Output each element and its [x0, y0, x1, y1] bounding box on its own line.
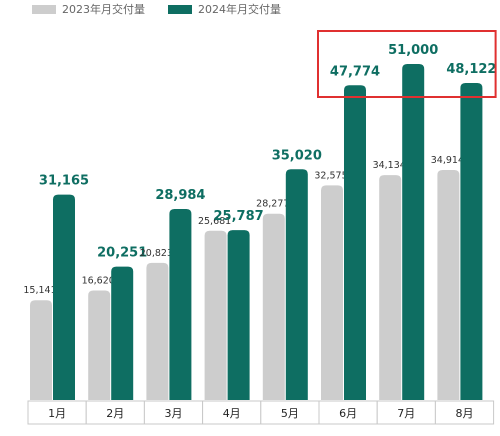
value-label-2024-4: 25,787 — [214, 209, 264, 224]
category-cell-8 — [434, 400, 495, 425]
x-axis: 1月 2月 3月 4月 5月 6月 7月 8月 — [27, 400, 495, 425]
value-label-2024-8: 48,122 — [446, 62, 496, 77]
chart-legend: 2023年月交付量 2024年月交付量 — [32, 2, 281, 16]
category-label-2: 2月 — [106, 407, 124, 420]
highlight-group — [317, 30, 497, 98]
value-label-2024-1: 31,165 — [39, 174, 89, 189]
category-label-6: 6月 — [339, 407, 357, 420]
bar-2024-6 — [344, 85, 366, 400]
highlight-box — [317, 30, 497, 98]
bar-2023-4 — [204, 230, 227, 400]
category-label-7: 7月 — [397, 407, 415, 420]
bar-2024-1 — [53, 194, 75, 400]
legend-label-1: 2023年月交付量 — [62, 2, 145, 16]
value-label-2023-8: 34,914 — [431, 155, 464, 166]
bar-2023-8 — [437, 169, 460, 400]
category-label-1: 1月 — [48, 407, 66, 420]
value-label-2024-5: 35,020 — [272, 148, 322, 163]
bar-2024-4 — [227, 230, 250, 400]
bar-2023-2 — [88, 290, 111, 400]
legend-swatch-2 — [168, 5, 192, 14]
value-label-2023-4: 25,681 — [198, 216, 231, 227]
legend-swatch-1 — [32, 5, 56, 14]
value-label-2024-6: 47,774 — [330, 64, 380, 79]
bar-2023-5 — [262, 213, 285, 400]
value-label-2023-3: 20,823 — [140, 248, 173, 259]
legend-label-2: 2024年月交付量 — [198, 2, 281, 16]
bar-2023-1 — [30, 300, 52, 400]
value-label-2023-1: 15,141 — [23, 285, 56, 296]
value-label-2023-7: 34,134 — [373, 160, 406, 171]
value-label-2023-5: 28,277 — [256, 199, 289, 210]
bar-2024-5 — [285, 169, 308, 400]
value-label-2023-2: 16,620 — [82, 276, 115, 287]
value-label-2024-7: 51,000 — [388, 43, 438, 58]
bar-2024-2 — [111, 266, 134, 400]
value-label-2024-3: 28,984 — [155, 188, 205, 203]
bar-2024-8 — [460, 82, 483, 400]
category-label-4: 4月 — [223, 407, 241, 420]
category-label-5: 5月 — [281, 407, 299, 420]
bar-2023-6 — [321, 185, 343, 400]
bar-2023-7 — [379, 175, 402, 400]
category-label-3: 3月 — [165, 407, 183, 420]
bar-2024-7 — [402, 64, 425, 400]
category-label-8: 8月 — [456, 407, 474, 420]
bar-2023-3 — [146, 262, 169, 400]
value-label-2023-6: 32,575 — [314, 170, 347, 181]
bar-2024-3 — [169, 209, 192, 400]
value-label-2024-2: 20,251 — [97, 246, 147, 261]
